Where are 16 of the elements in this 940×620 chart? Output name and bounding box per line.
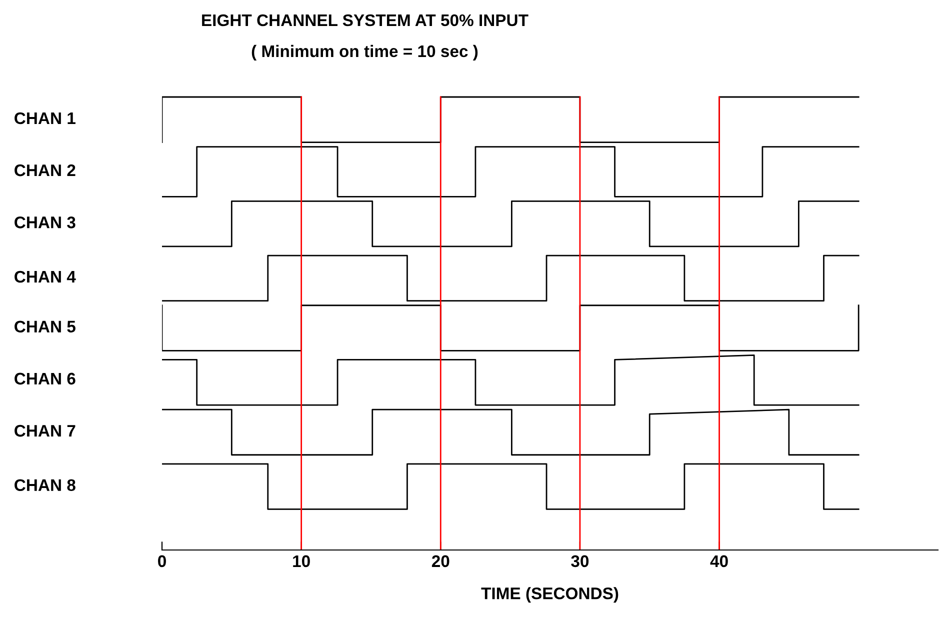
text: CHAN 5 bbox=[14, 320, 76, 333]
x-axis-title: TIME (SECONDS) bbox=[481, 587, 618, 603]
text: CHAN 6 bbox=[14, 372, 76, 385]
chart-subtitle: ( Minimum on time = 10 sec ) bbox=[252, 44, 478, 60]
x-tick-label: 20 bbox=[432, 555, 450, 568]
text: CHAN 2 bbox=[14, 164, 76, 176]
text: CHAN 1 bbox=[14, 112, 76, 124]
x-tick-label: 30 bbox=[571, 555, 589, 568]
text: CHAN 7 bbox=[14, 424, 76, 437]
text: CHAN 8 bbox=[14, 479, 76, 492]
x-tick-label: 40 bbox=[710, 555, 728, 568]
chart-title: EIGHT CHANNEL SYSTEM AT 50% INPUT bbox=[202, 14, 528, 26]
text: CHAN 3 bbox=[14, 216, 76, 228]
x-tick-label: 0 bbox=[158, 555, 166, 568]
x-tick-label: 10 bbox=[293, 555, 310, 568]
text: CHAN 4 bbox=[14, 270, 76, 283]
